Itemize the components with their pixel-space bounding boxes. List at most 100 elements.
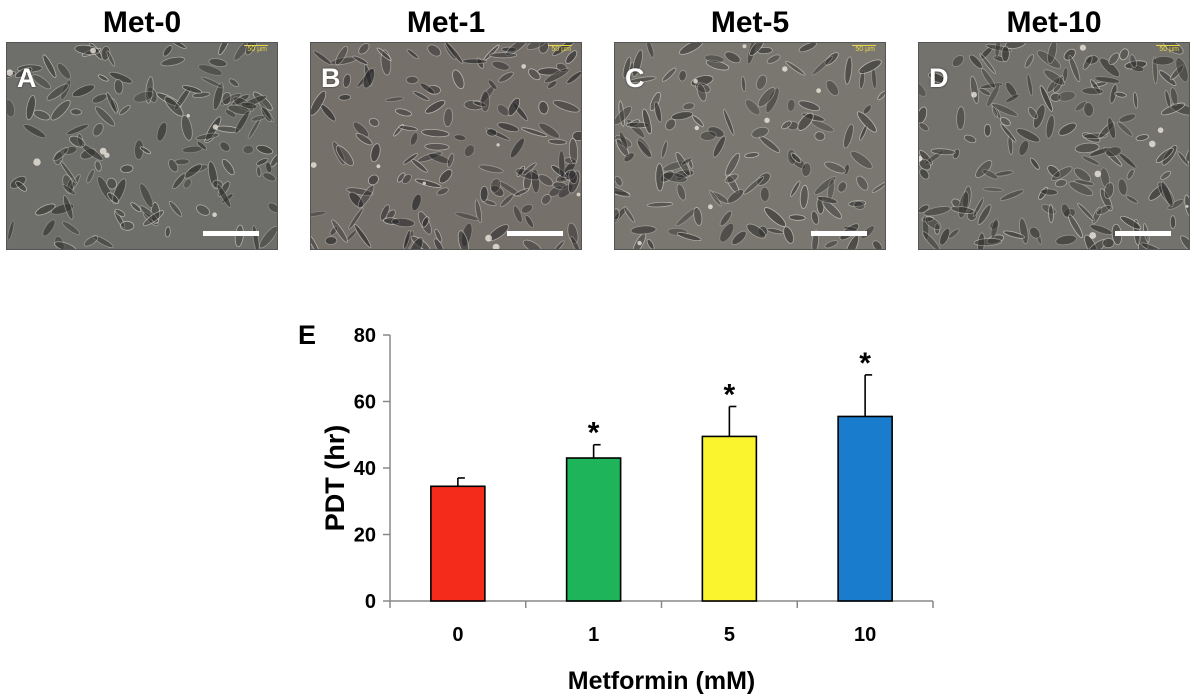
cell [724, 51, 741, 64]
cell [331, 219, 348, 243]
cell [1040, 188, 1058, 196]
cell [380, 204, 390, 221]
cell [1000, 123, 1017, 143]
cell [660, 140, 668, 159]
cell [623, 152, 635, 163]
cell [130, 202, 142, 213]
panel-title-a: Met-0 [102, 6, 182, 39]
cell [757, 87, 776, 108]
cell [68, 174, 81, 194]
cell [972, 197, 985, 217]
cell [824, 161, 846, 174]
cell [764, 207, 787, 227]
cell [453, 134, 467, 141]
cell [1125, 195, 1139, 204]
cell [740, 76, 747, 93]
cell [182, 85, 203, 94]
cell [357, 184, 375, 209]
cell [790, 152, 802, 164]
cell [267, 202, 277, 213]
cell [939, 227, 951, 246]
cell [421, 129, 450, 138]
cell [335, 46, 349, 66]
micrograph-a: A 50 µm [6, 42, 278, 250]
micrograph-b-image [311, 43, 581, 249]
cell [164, 96, 184, 117]
cell [999, 189, 1025, 201]
bright-spot [7, 69, 13, 76]
micrograph-b: B 50 µm [310, 42, 582, 250]
micrograph-c-image [615, 43, 885, 249]
cell [434, 228, 443, 243]
cell [538, 174, 554, 187]
cell [224, 109, 237, 118]
cell [1052, 75, 1065, 93]
cell [160, 56, 185, 67]
cell [719, 210, 733, 227]
cell [1082, 55, 1093, 70]
cell [52, 147, 69, 162]
scale-bar-a [203, 231, 259, 236]
cell [799, 184, 809, 209]
cell [919, 168, 930, 180]
cell [665, 118, 677, 131]
cell [490, 184, 505, 197]
cell [1033, 104, 1046, 129]
bar-chart: 0 20 40 60 80 0 * 1 * 5 * 10 Metformin (mM) PDT (hr) [320, 325, 934, 695]
cell [712, 135, 726, 158]
cell [92, 122, 104, 137]
cell [348, 191, 364, 209]
cell [1055, 234, 1077, 246]
cell [97, 74, 109, 82]
cell [114, 208, 126, 217]
cell [655, 163, 665, 192]
cell [313, 50, 332, 66]
cell [1024, 54, 1034, 69]
cell [524, 214, 534, 228]
cell [695, 82, 711, 94]
bar [837, 415, 893, 602]
cell [1057, 90, 1076, 102]
cell [446, 153, 455, 168]
cell [969, 54, 983, 69]
cell [842, 225, 858, 232]
cell [978, 87, 992, 96]
cell [489, 52, 518, 59]
micrograph-background [615, 43, 885, 249]
cell [699, 130, 717, 141]
cell [1048, 204, 1054, 224]
cell [491, 60, 510, 71]
cell [338, 94, 351, 101]
cell [785, 60, 806, 76]
cell [1114, 91, 1127, 98]
cell [919, 80, 927, 97]
cell [646, 238, 655, 249]
cell [1058, 122, 1077, 136]
scale-bar-text-b: 50 µm [551, 46, 571, 53]
cell [1180, 235, 1189, 249]
cell [324, 236, 338, 245]
cell [355, 132, 373, 146]
cell [538, 100, 549, 115]
cell [1036, 50, 1061, 69]
cell [1163, 43, 1184, 55]
cell [106, 92, 118, 114]
cell [919, 106, 928, 124]
cell [858, 59, 882, 74]
cell [983, 123, 992, 137]
cell [872, 240, 883, 249]
cell [120, 164, 134, 174]
cell [62, 221, 80, 235]
cell [568, 169, 578, 185]
cell [969, 75, 980, 104]
cell [814, 131, 826, 141]
cell [558, 150, 566, 178]
cell [1018, 140, 1029, 156]
cell [727, 189, 744, 204]
cell [497, 180, 522, 197]
cell [15, 180, 27, 192]
cell [1108, 52, 1120, 65]
significance-marker: * [724, 378, 736, 411]
cell [406, 48, 419, 60]
x-axis-label: Metformin (mM) [568, 667, 755, 695]
